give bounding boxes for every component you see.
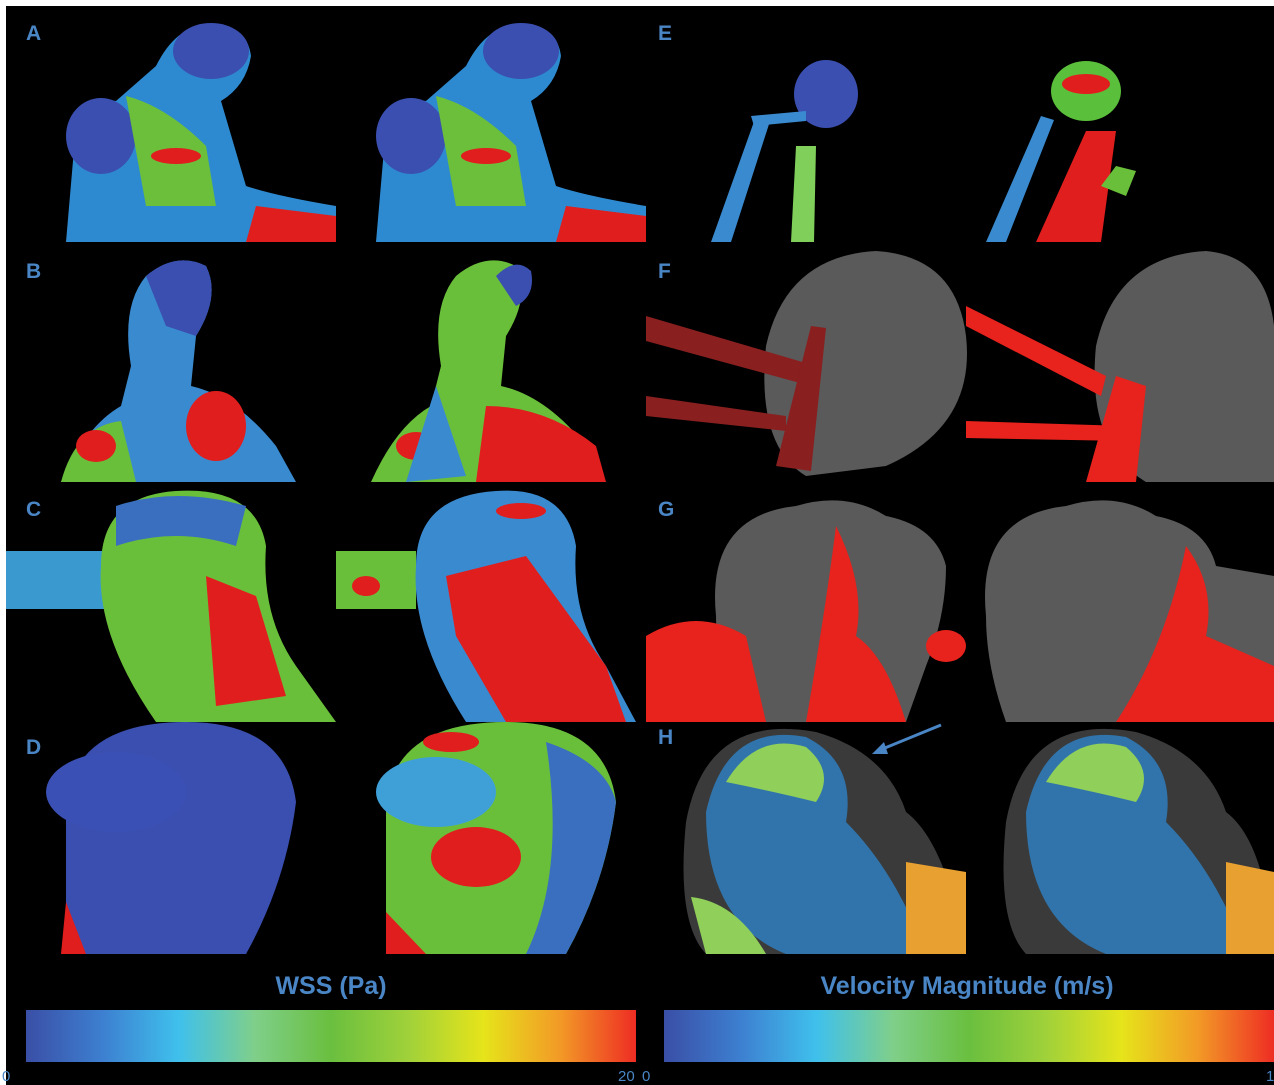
panel-d-render — [46, 722, 616, 954]
panel-c-letter: C — [26, 498, 42, 521]
panel-a-letter: A — [26, 22, 42, 45]
arrow-icon — [872, 723, 942, 754]
panel-e-letter: E — [658, 22, 673, 45]
panel-a: A — [6, 6, 646, 242]
panel-d-letter: D — [26, 736, 42, 759]
panel-f-letter: F — [658, 260, 671, 283]
velocity-colorbar — [664, 1010, 1274, 1062]
panel-d: D — [6, 722, 646, 954]
panel-h-render — [683, 728, 1274, 954]
panel-e-render — [711, 60, 1136, 242]
panel-g-letter: G — [658, 498, 675, 521]
figure: A E B — [2, 6, 1274, 1085]
panel-b: B — [6, 246, 646, 482]
panel-a-render — [66, 23, 646, 242]
wss-min-label: 0 — [2, 1068, 11, 1085]
wss-colorbar — [26, 1010, 636, 1062]
panel-b-render — [61, 260, 606, 482]
panel-g: G — [646, 486, 1274, 722]
panel-c-render — [6, 490, 636, 722]
panel-c: C — [6, 486, 646, 722]
panel-f: F — [646, 246, 1274, 482]
panel-h-letter: H — [658, 726, 674, 749]
panel-g-render — [646, 500, 1274, 722]
wss-scale-title: WSS (Pa) — [275, 972, 387, 1000]
velocity-min-label: 0 — [642, 1068, 651, 1085]
panel-e: E — [646, 6, 1274, 242]
velocity-max-label: 1 — [1266, 1068, 1274, 1085]
panel-h: H — [646, 722, 1274, 954]
panel-b-letter: B — [26, 260, 42, 283]
wss-max-label: 20 — [618, 1068, 635, 1085]
panel-f-render — [646, 251, 1274, 482]
velocity-scale-title: Velocity Magnitude (m/s) — [820, 972, 1114, 1000]
